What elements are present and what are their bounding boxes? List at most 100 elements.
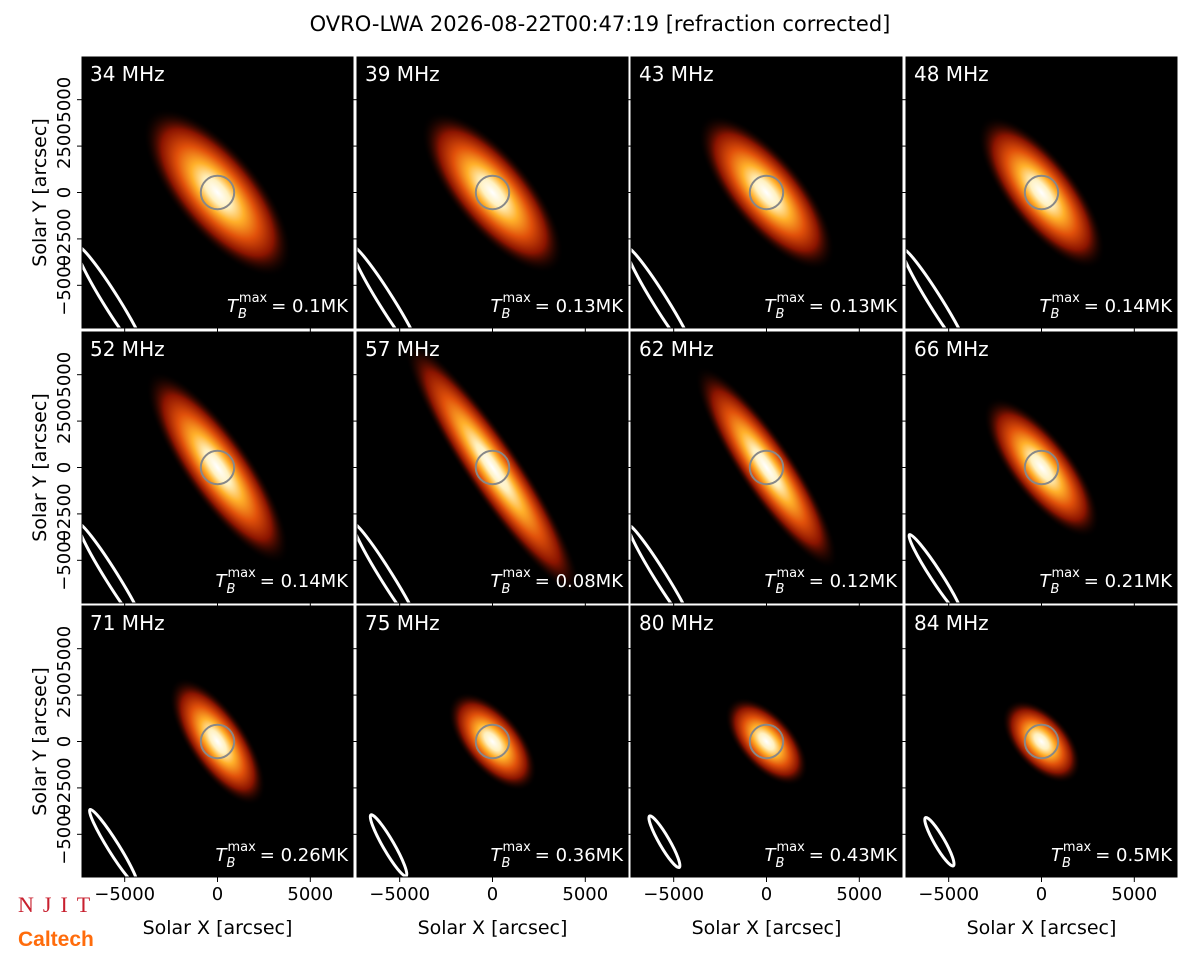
emission [977,116,1106,269]
solar-disk [1023,449,1060,486]
value-text: = 0.13MK [535,296,624,317]
superscript: max [776,840,805,855]
value-text: = 0.14MK [260,571,349,592]
value-text: = 0.14MK [1084,296,1173,317]
subscript: B [1051,582,1060,597]
subscript: B [502,582,511,597]
emission [169,677,266,806]
panel: 75 MHz TBmax = 0.36MK [357,606,628,877]
symbol: T [227,296,240,317]
peak-temperature: TBmax = 0.26MK [216,840,350,871]
superscript: max [502,566,531,581]
x-tick-label: 0 [761,884,772,905]
superscript: max [239,291,268,306]
subscript: B [502,307,511,322]
y-tick-label: 5000 [54,626,75,672]
y-tick-label: 0 [54,736,75,747]
solar-disk [748,174,785,211]
emission [404,340,581,595]
x-axis-label: Solar X [arcsec] [692,917,842,939]
solar-disk [199,723,236,760]
emission [448,692,537,791]
superscript: max [227,566,256,581]
y-tick-label: −2500 [54,208,75,269]
beam [907,533,964,603]
y-tick-label: −5000 [54,530,75,591]
subscript: B [227,582,236,597]
panel-label: 34 MHz [90,62,165,86]
solar-disk [1023,174,1060,211]
emission [1002,699,1081,784]
x-tick-label: 5000 [287,884,333,905]
peak-temperature: TBmax = 0.14MK [216,566,350,597]
x-tick-label: −5000 [369,884,430,905]
x-tick-label: −5000 [918,884,979,905]
superscript: max [502,840,531,855]
beam [906,246,972,328]
value-text: = 0.36MK [535,845,624,866]
panel: 84 MHz TBmax = 0.5MK [906,606,1177,877]
symbol: T [1051,845,1064,866]
y-axis-label: Solar Y [arcsec] [29,393,51,541]
superscript: max [1051,291,1080,306]
y-axis-label: Solar Y [arcsec] [29,118,51,266]
y-tick-label: −2500 [54,757,75,818]
symbol: T [491,571,504,592]
logo-caltech: Caltech [18,928,94,951]
symbol: T [765,296,778,317]
y-tick-label: 5000 [54,352,75,398]
emission [146,371,289,564]
beam [82,243,150,328]
panel-label: 84 MHz [914,611,989,635]
symbol: T [491,845,504,866]
peak-temperature: TBmax = 0.1MK [227,291,349,322]
x-axis-label: Solar X [arcsec] [418,917,568,939]
symbol: T [216,571,229,592]
peak-temperature: TBmax = 0.36MK [491,840,625,871]
y-axis-label: Solar Y [arcsec] [29,667,51,815]
panel: 62 MHz TBmax = 0.12MK [631,332,902,603]
panel: 57 MHz TBmax = 0.08MK [357,332,628,603]
panel-label: 66 MHz [914,337,989,361]
beam [631,245,698,328]
symbol: T [1040,571,1053,592]
peak-temperature: TBmax = 0.13MK [765,291,899,322]
beam [923,815,956,868]
superscript: max [776,291,805,306]
solar-disk [474,449,511,486]
value-text: = 0.43MK [809,845,898,866]
panel-label: 80 MHz [639,611,714,635]
panel: 48 MHz TBmax = 0.14MK [906,57,1177,328]
peak-temperature: TBmax = 0.14MK [1040,291,1174,322]
solar-disk [1023,723,1060,760]
panel: 52 MHz TBmax = 0.14MK [82,332,353,603]
y-tick-label: −5000 [54,255,75,316]
x-axis-label: Solar X [arcsec] [967,917,1117,939]
y-tick-label: 2500 [54,123,75,169]
x-tick-label: 5000 [836,884,882,905]
peak-temperature: TBmax = 0.12MK [765,566,899,597]
subscript: B [502,856,511,871]
solar-disk [474,174,511,211]
panel-label: 48 MHz [914,62,989,86]
subscript: B [776,307,785,322]
peak-temperature: TBmax = 0.21MK [1040,566,1174,597]
y-tick-label: 0 [54,187,75,198]
solar-disk [474,723,511,760]
value-text: = 0.1MK [271,296,349,317]
peak-temperature: TBmax = 0.08MK [491,566,625,597]
value-text: = 0.26MK [260,845,349,866]
superscript: max [1051,566,1080,581]
beam [368,813,409,877]
panel-label: 52 MHz [90,337,165,361]
superscript: max [1063,840,1092,855]
superscript: max [502,291,531,306]
emission [695,366,838,569]
x-tick-label: 0 [212,884,223,905]
symbol: T [1040,296,1053,317]
value-text: = 0.12MK [809,571,898,592]
subscript: B [1062,856,1071,871]
panel: 71 MHz TBmax = 0.26MK [82,606,353,877]
panel-label: 62 MHz [639,337,714,361]
